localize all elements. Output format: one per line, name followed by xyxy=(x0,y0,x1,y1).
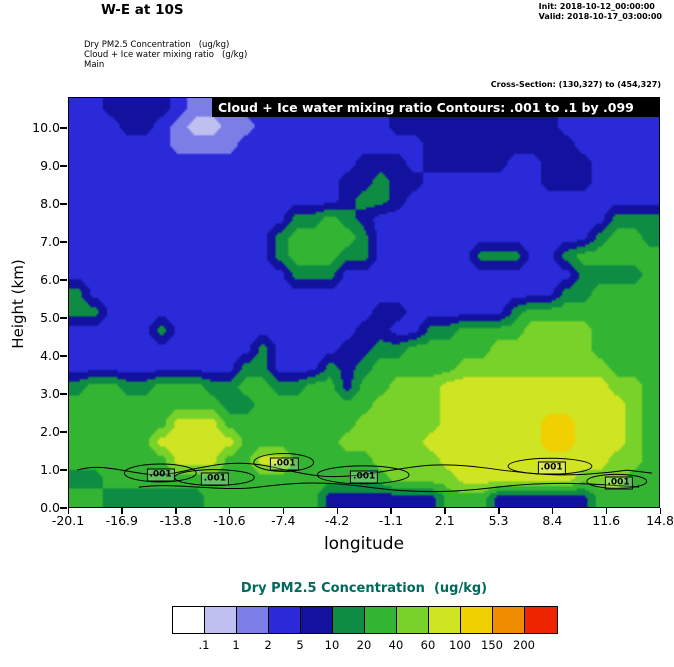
contour-value-label: .001 xyxy=(146,468,175,482)
x-tick-mark xyxy=(282,508,285,514)
y-tick-mark xyxy=(60,279,67,281)
y-tick-label: 7.0 xyxy=(40,234,60,249)
colorbar-cell xyxy=(173,607,205,633)
colorbar-boundary-label: 10 xyxy=(324,638,340,652)
colorbar-cell xyxy=(493,607,525,633)
colorbar-boundary-label: 20 xyxy=(356,638,372,652)
x-tick-label: 2.1 xyxy=(434,513,455,528)
colorbar-title: Dry PM2.5 Concentration (ug/kg) xyxy=(240,581,488,596)
colorbar-boundary-label: 200 xyxy=(513,638,535,652)
colorbar xyxy=(172,606,558,634)
x-tick-label: 8.4 xyxy=(542,513,563,528)
colorbar-cell xyxy=(365,607,397,633)
x-tick-mark xyxy=(121,508,123,514)
x-tick-mark xyxy=(336,508,339,514)
x-tick-mark xyxy=(605,508,608,514)
colorbar-cell xyxy=(205,607,237,633)
y-tick-mark xyxy=(60,203,67,205)
x-tick-label: -16.9 xyxy=(105,513,138,528)
field-label-cloud-ice: Cloud + Ice water mixing ratio (g/kg) xyxy=(84,50,248,60)
y-tick-mark xyxy=(60,241,67,243)
y-tick-mark xyxy=(60,507,67,509)
x-tick-mark xyxy=(498,508,500,514)
y-tick-mark xyxy=(60,165,67,167)
x-tick-mark xyxy=(67,508,69,514)
colorbar-boundary-label: 60 xyxy=(420,638,436,652)
y-tick-mark xyxy=(60,431,67,433)
colorbar-boundary-label: 5 xyxy=(296,638,304,652)
x-tick-mark xyxy=(228,508,231,514)
y-tick-label: 0.0 xyxy=(40,500,60,515)
x-tick-label: -13.8 xyxy=(159,513,192,528)
x-tick-mark xyxy=(444,508,446,514)
cross-section-info: Cross-Section: (130,327) to (454,327) xyxy=(490,80,661,89)
init-time: Init: 2018-10-12_00:00:00 xyxy=(538,2,655,11)
colorbar-cell xyxy=(397,607,429,633)
contour-info-banner: Cloud + Ice water mixing ratio Contours:… xyxy=(212,98,659,117)
contour-value-label: .001 xyxy=(537,461,566,475)
colorbar-boundary-label: 1 xyxy=(232,638,240,652)
colorbar-boundary-label: 150 xyxy=(481,638,503,652)
contour-value-label: .001 xyxy=(350,470,379,484)
field-label-pm25: Dry PM2.5 Concentration (ug/kg) xyxy=(84,40,230,50)
colorbar-cell xyxy=(237,607,269,633)
colorbar-boundary-label: 2 xyxy=(264,638,272,652)
y-tick-label: 10.0 xyxy=(32,120,60,135)
x-tick-mark xyxy=(659,508,661,514)
valid-time: Valid: 2018-10-17_03:00:00 xyxy=(538,12,662,21)
x-tick-mark xyxy=(175,508,177,514)
y-tick-mark xyxy=(60,469,67,471)
colorbar-boundary-label: .1 xyxy=(198,638,210,652)
y-tick-label: 2.0 xyxy=(40,424,60,439)
y-tick-mark xyxy=(60,393,67,395)
y-tick-mark xyxy=(60,355,67,357)
x-tick-label: 11.6 xyxy=(592,513,621,528)
x-tick-label: -20.1 xyxy=(51,513,85,528)
plot-area: Cloud + Ice water mixing ratio Contours:… xyxy=(68,97,660,508)
x-tick-label: 5.3 xyxy=(488,513,509,528)
y-tick-mark xyxy=(60,127,67,129)
x-tick-label: -10.6 xyxy=(213,513,246,528)
y-tick-label: 3.0 xyxy=(40,386,60,401)
y-tick-label: 4.0 xyxy=(40,348,60,363)
y-tick-label: 9.0 xyxy=(40,158,60,173)
y-tick-label: 5.0 xyxy=(40,310,60,325)
colorbar-cell xyxy=(301,607,333,633)
x-axis-label: longitude xyxy=(323,534,405,554)
colorbar-cell xyxy=(429,607,461,633)
field-list: Dry PM2.5 Concentration (ug/kg) Cloud + … xyxy=(84,40,247,70)
model-label: Main xyxy=(84,60,105,70)
colorbar-cell xyxy=(333,607,365,633)
colorbar-cell xyxy=(269,607,301,633)
page-title: W-E at 10S xyxy=(101,2,184,18)
x-tick-label: -7.4 xyxy=(271,513,296,528)
x-tick-mark xyxy=(551,508,554,514)
contour-value-label: .001 xyxy=(200,472,229,486)
y-tick-mark xyxy=(60,317,67,319)
init-valid-block: Init: 2018-10-12_00:00:00 Valid: 2018-10… xyxy=(539,2,662,22)
y-tick-label: 1.0 xyxy=(40,462,60,477)
colorbar-boundary-label: 40 xyxy=(388,638,404,652)
y-tick-label: 6.0 xyxy=(40,272,60,287)
y-tick-label: 8.0 xyxy=(40,196,60,211)
x-tick-label: -4.2 xyxy=(324,513,350,528)
x-tick-label: -1.1 xyxy=(378,513,404,528)
colorbar-cell xyxy=(461,607,493,633)
contour-value-label: .001 xyxy=(604,476,633,490)
x-tick-label: 14.8 xyxy=(646,513,674,528)
colorbar-boundary-label: 100 xyxy=(449,638,471,652)
x-tick-mark xyxy=(390,508,392,514)
colorbar-cell xyxy=(525,607,557,633)
pm25-field-canvas xyxy=(69,98,659,507)
contour-value-label: .001 xyxy=(270,457,299,471)
